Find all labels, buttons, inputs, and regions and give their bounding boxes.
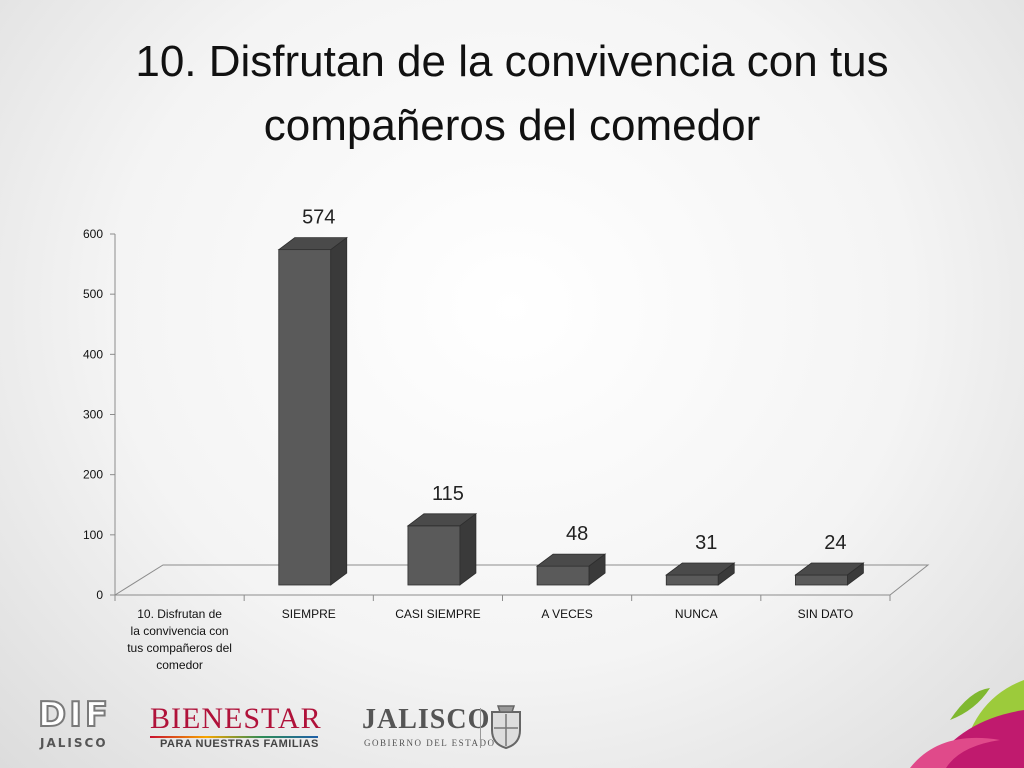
y-tick-label: 600: [83, 227, 103, 241]
y-tick-label: 500: [83, 287, 103, 301]
coat-of-arms-icon: [491, 705, 521, 750]
bienestar-logo-subtitle: PARA NUESTRAS FAMILIAS: [160, 738, 319, 750]
x-category-label: SIN DATO: [798, 607, 854, 621]
bienestar-logo: BIENESTAR: [150, 702, 322, 735]
y-tick-label: 100: [83, 528, 103, 542]
footer-logos: DIF JALISCO BIENESTAR PARA NUESTRAS FAMI…: [0, 680, 1024, 768]
jalisco-logo-subtitle: GOBIERNO DEL ESTADO: [364, 738, 496, 748]
bar-chart: 0 100 200 300 400 500 600 10. Disfrutan de la co…: [83, 207, 930, 672]
y-tick-label: 400: [83, 347, 103, 361]
y-tick-label: 200: [83, 468, 103, 482]
bar-front: [665, 574, 719, 586]
data-label: 31: [695, 532, 717, 554]
bar-side: [330, 236, 348, 586]
bar-front: [407, 525, 461, 586]
slide-title: 10. Disfrutan de la convivencia con tus …: [135, 37, 889, 150]
data-label: 574: [302, 207, 335, 229]
x-category-label: A VECES: [541, 607, 592, 621]
bar-side: [459, 513, 477, 586]
x-category-label: NUNCA: [675, 607, 718, 621]
dif-logo: DIF: [37, 695, 112, 735]
bar-side: [588, 553, 606, 586]
bar-front: [278, 249, 332, 586]
data-label: 115: [432, 483, 464, 505]
leaf-decoration-icon: [910, 680, 1024, 768]
bar-side: [717, 562, 735, 586]
bienestar-color-bar: [150, 736, 318, 738]
jalisco-logo: JALISCO: [362, 704, 491, 735]
bar-front: [795, 574, 848, 586]
x-category-label: 10. Disfrutan de la convivencia con tus co…: [127, 607, 232, 672]
y-tick-label: 0: [96, 588, 103, 602]
data-label: 24: [824, 532, 846, 554]
bar-front: [536, 565, 590, 586]
bar-side: [847, 562, 864, 586]
y-tick-label: 300: [83, 408, 103, 422]
jalisco-separator: [480, 708, 481, 748]
data-label: 48: [566, 523, 588, 545]
dif-logo-subtitle: JALISCO: [40, 736, 108, 750]
x-category-label: CASI SIEMPRE: [395, 607, 480, 621]
x-category-label: SIEMPRE: [282, 607, 336, 621]
